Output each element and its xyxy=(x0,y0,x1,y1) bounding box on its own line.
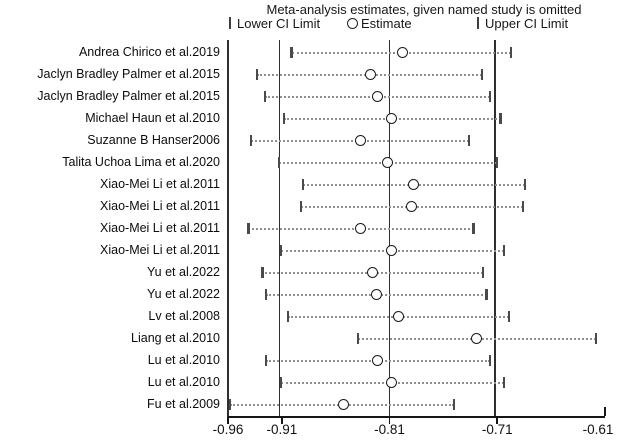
lower-ci-tick xyxy=(357,333,360,345)
lower-ci-tick xyxy=(282,113,286,125)
study-label: Michael Haun et al.2010 xyxy=(85,111,220,126)
upper-ci-tick xyxy=(522,201,525,213)
study-label: Yu et al.2022 xyxy=(147,287,220,302)
upper-ci-tick xyxy=(524,179,527,191)
ci-tick-icon xyxy=(477,17,479,29)
study-label: Yu et al.2022 xyxy=(147,265,220,280)
lower-ci-tick xyxy=(261,267,264,279)
lower-ci-tick xyxy=(249,135,252,147)
upper-ci-tick xyxy=(499,113,502,125)
lower-ci-tick xyxy=(279,377,282,389)
estimate-marker xyxy=(407,179,419,191)
estimate-marker xyxy=(386,245,398,257)
upper-ci-tick xyxy=(482,267,485,279)
study-label: Lu et al.2010 xyxy=(147,375,220,390)
upper-ci-tick xyxy=(472,223,475,235)
x-axis-tick-label: -0.91 xyxy=(266,422,298,437)
upper-ci-tick xyxy=(502,245,505,257)
estimate-marker xyxy=(337,399,349,411)
study-label: Fu et al.2009 xyxy=(147,397,220,412)
estimate-marker xyxy=(471,333,483,345)
x-axis-tick xyxy=(227,417,229,424)
estimate-marker xyxy=(396,47,408,59)
x-axis-tick-label: -0.96 xyxy=(212,422,244,437)
estimate-marker xyxy=(354,223,366,235)
upper-ci-tick xyxy=(488,91,491,103)
estimate-marker xyxy=(371,289,383,301)
estimate-marker xyxy=(392,311,404,323)
estimate-marker xyxy=(372,91,384,103)
lower-ci-tick xyxy=(287,311,290,323)
x-axis-end-cap xyxy=(604,407,606,416)
lower-ci-tick xyxy=(290,47,293,59)
upper-ci-tick xyxy=(485,289,488,301)
estimate-marker xyxy=(386,113,398,125)
lower-ci-tick xyxy=(279,245,282,257)
study-label: Liang et al.2010 xyxy=(131,331,220,346)
upper-ci-tick xyxy=(510,47,513,59)
x-axis-tick-label: -0.81 xyxy=(374,422,405,437)
x-axis-tick-label: -0.61 xyxy=(582,422,614,437)
study-label: Talita Uchoa Lima et al.2020 xyxy=(62,155,220,170)
lower-ci-tick xyxy=(302,179,305,191)
study-label: Jaclyn Bradley Palmer et al.2015 xyxy=(37,89,220,104)
estimate-marker xyxy=(364,69,376,81)
study-label: Xiao-Mei Li et al.2011 xyxy=(100,177,220,192)
estimate-circle-icon xyxy=(347,17,358,29)
ci-tick-icon xyxy=(229,17,231,29)
upper-ci-tick xyxy=(496,157,499,169)
study-label: Andrea Chirico et al.2019 xyxy=(78,45,220,60)
study-label: Xiao-Mei Li et al.2011 xyxy=(100,243,220,258)
chart-title: Meta-analysis estimates, given named stu… xyxy=(266,2,582,17)
lower-ci-tick xyxy=(255,69,259,81)
estimate-marker xyxy=(381,157,393,169)
lower-ci-tick xyxy=(300,201,303,213)
lower-ci-tick xyxy=(264,355,267,367)
y-axis-line xyxy=(227,40,229,417)
legend-item-upper-ci: Upper CI Limit xyxy=(477,15,568,31)
lower-ci-tick xyxy=(247,223,250,235)
upper-ci-tick xyxy=(453,399,456,411)
upper-ci-tick xyxy=(488,355,491,367)
x-axis-tick xyxy=(496,417,499,424)
upper-ci-tick xyxy=(595,333,598,345)
estimate-marker xyxy=(386,377,398,389)
estimate-marker xyxy=(366,267,378,279)
legend-label-lower-ci: Lower CI Limit xyxy=(237,15,321,31)
overall-upper-ci-line xyxy=(494,40,496,417)
upper-ci-tick xyxy=(481,69,484,81)
estimate-marker xyxy=(405,201,417,213)
lower-ci-tick xyxy=(277,157,280,169)
x-axis-tick xyxy=(388,417,391,424)
legend-label-upper-ci: Upper CI Limit xyxy=(485,15,569,31)
x-axis-line xyxy=(228,416,605,418)
study-label: Xiao-Mei Li et al.2011 xyxy=(100,221,220,236)
upper-ci-tick xyxy=(468,135,471,147)
estimate-marker xyxy=(372,355,384,367)
lower-ci-tick xyxy=(263,91,266,103)
x-axis-tick-label: -0.71 xyxy=(481,422,513,437)
legend-item-lower-ci: Lower CI Limit xyxy=(229,15,320,31)
legend-item-estimate: Estimate xyxy=(347,15,412,31)
study-label: Lu et al.2010 xyxy=(147,353,220,368)
study-label: Suzanne B Hanser2006 xyxy=(87,133,220,148)
study-label: Lv et al.2008 xyxy=(148,309,220,324)
x-axis-tick xyxy=(281,417,283,424)
upper-ci-tick xyxy=(508,311,511,323)
legend-label-estimate: Estimate xyxy=(361,15,412,31)
lower-ci-tick xyxy=(264,289,267,301)
estimate-marker xyxy=(354,135,366,147)
study-label: Xiao-Mei Li et al.2011 xyxy=(100,199,220,214)
upper-ci-tick xyxy=(502,377,505,389)
lower-ci-tick xyxy=(229,399,232,411)
study-label: Jaclyn Bradley Palmer et al.2015 xyxy=(37,67,220,82)
